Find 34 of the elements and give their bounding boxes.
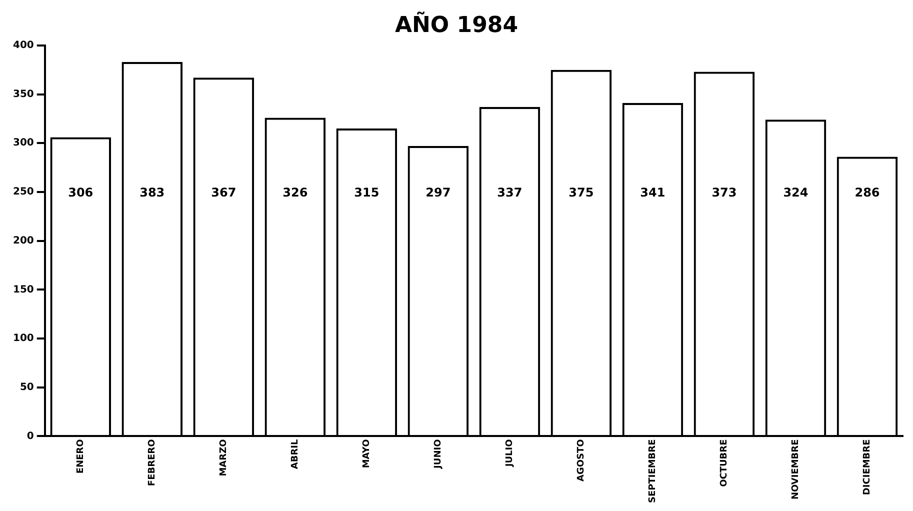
x-tick-label: MARZO bbox=[218, 438, 229, 476]
data-label: 383 bbox=[140, 186, 165, 200]
data-label: 326 bbox=[282, 186, 308, 200]
y-tick-label: 350 bbox=[13, 88, 34, 100]
x-tick-label: JULIO bbox=[505, 438, 516, 468]
x-tick-label: AGOSTO bbox=[576, 438, 587, 482]
x-tick-label: FEBRERO bbox=[147, 438, 158, 486]
data-label: 306 bbox=[68, 186, 94, 200]
x-tick-label: JUNIO bbox=[434, 438, 444, 470]
x-tick-label: OCTUBRE bbox=[720, 439, 730, 487]
x-tick-label: MAYO bbox=[362, 438, 372, 468]
data-label: 286 bbox=[854, 186, 880, 200]
x-tick-label: ABRIL bbox=[290, 438, 301, 470]
y-tick-label: 250 bbox=[13, 186, 34, 198]
data-label: 341 bbox=[640, 186, 666, 200]
y-tick-label: 100 bbox=[13, 333, 34, 344]
data-label: 297 bbox=[426, 186, 451, 200]
data-label: 337 bbox=[497, 186, 522, 200]
x-tick-label: ENERO bbox=[76, 438, 86, 474]
y-tick-label: 150 bbox=[13, 284, 34, 296]
data-label: 373 bbox=[712, 186, 737, 200]
x-tick-label: NOVIEMBRE bbox=[791, 439, 802, 500]
data-label: 367 bbox=[211, 186, 236, 200]
x-tick-label: DICIEMBRE bbox=[862, 439, 873, 496]
data-label: 375 bbox=[568, 186, 594, 200]
y-tick-label: 400 bbox=[13, 40, 34, 51]
y-tick-label: 50 bbox=[20, 382, 34, 393]
y-tick-label: 300 bbox=[13, 138, 34, 149]
data-label: 315 bbox=[354, 186, 380, 200]
y-tick-label: 0 bbox=[26, 430, 34, 442]
x-tick-label: SEPTIEMBRE bbox=[648, 439, 658, 504]
chart-title: AÑO 1984 bbox=[394, 10, 518, 38]
data-label: 324 bbox=[783, 186, 808, 200]
y-tick-label: 200 bbox=[13, 235, 34, 246]
